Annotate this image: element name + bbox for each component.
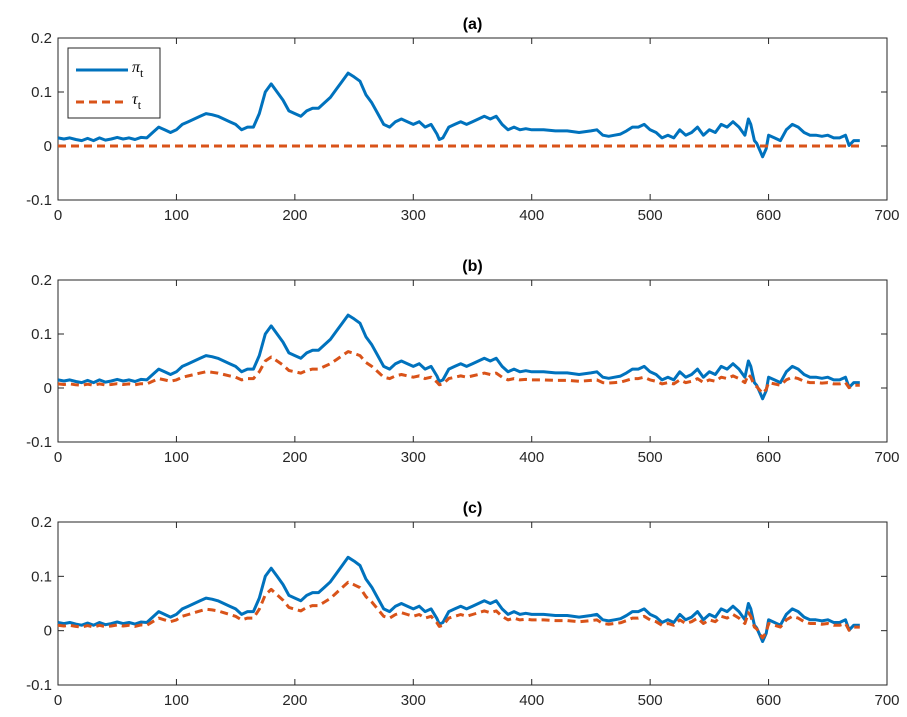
x-tick-label: 300 [401,692,426,709]
x-tick-label: 100 [164,692,189,709]
series-line-pi [57,71,860,159]
x-tick-label: 200 [282,207,307,224]
y-tick-label: -0.1 [26,677,52,694]
x-tick-label: 300 [401,449,426,466]
y-tick-label: 0.1 [31,326,52,343]
series-line-pi [57,313,860,401]
x-tick-label: 500 [638,449,663,466]
legend-box [67,47,161,119]
x-tick-label: 0 [54,692,62,709]
x-tick-label: 500 [638,207,663,224]
y-tick-label: 0 [44,138,52,155]
x-tick-label: 400 [519,207,544,224]
y-tick-label: 0.2 [31,30,52,47]
x-tick-label: 0 [54,207,62,224]
y-tick-label: 0.1 [31,84,52,101]
axes-frame [57,279,888,443]
x-tick-label: 200 [282,449,307,466]
x-tick-label: 100 [164,207,189,224]
legend-subscript: t [140,66,144,80]
x-tick-label: 300 [401,207,426,224]
axes-frame [57,521,888,686]
series-line-tau [57,350,860,395]
x-tick-label: 600 [756,207,781,224]
y-tick-label: 0.1 [31,568,52,585]
x-tick-label: 500 [638,692,663,709]
panel-title: (b) [462,258,482,275]
y-tick-label: 0 [44,623,52,640]
x-tick-label: 600 [756,449,781,466]
x-tick-label: 600 [756,692,781,709]
x-tick-label: 700 [874,692,899,709]
x-tick-label: 100 [164,449,189,466]
legend-symbol: τ [132,91,139,108]
y-tick-label: -0.1 [26,434,52,451]
legend-label-pi: πt [132,59,144,80]
y-tick-label: 0 [44,380,52,397]
panel-title: (c) [463,500,483,517]
series-line-pi [57,555,860,643]
legend-subscript: t [138,98,142,112]
x-tick-label: 400 [519,692,544,709]
x-tick-label: 0 [54,449,62,466]
axes-frame [57,37,888,201]
chart-panel-3: (c)0 100 200 300 400 500 600 700-0.100.10.2 [26,500,899,709]
x-tick-label: 700 [874,207,899,224]
y-tick-label: 0.2 [31,272,52,289]
y-tick-label: -0.1 [26,192,52,209]
x-tick-label: 700 [874,449,899,466]
legend-label-tau: τt [132,91,142,112]
legend-symbol: π [132,59,141,76]
x-tick-label: 200 [282,692,307,709]
panel-title: (a) [463,16,483,33]
y-tick-label: 0.2 [31,514,52,531]
x-tick-label: 400 [519,449,544,466]
chart-panel-2: (b)0 100 200 300 400 500 600 700-0.100.10.2 [26,258,899,466]
series-line-tau [57,580,860,640]
